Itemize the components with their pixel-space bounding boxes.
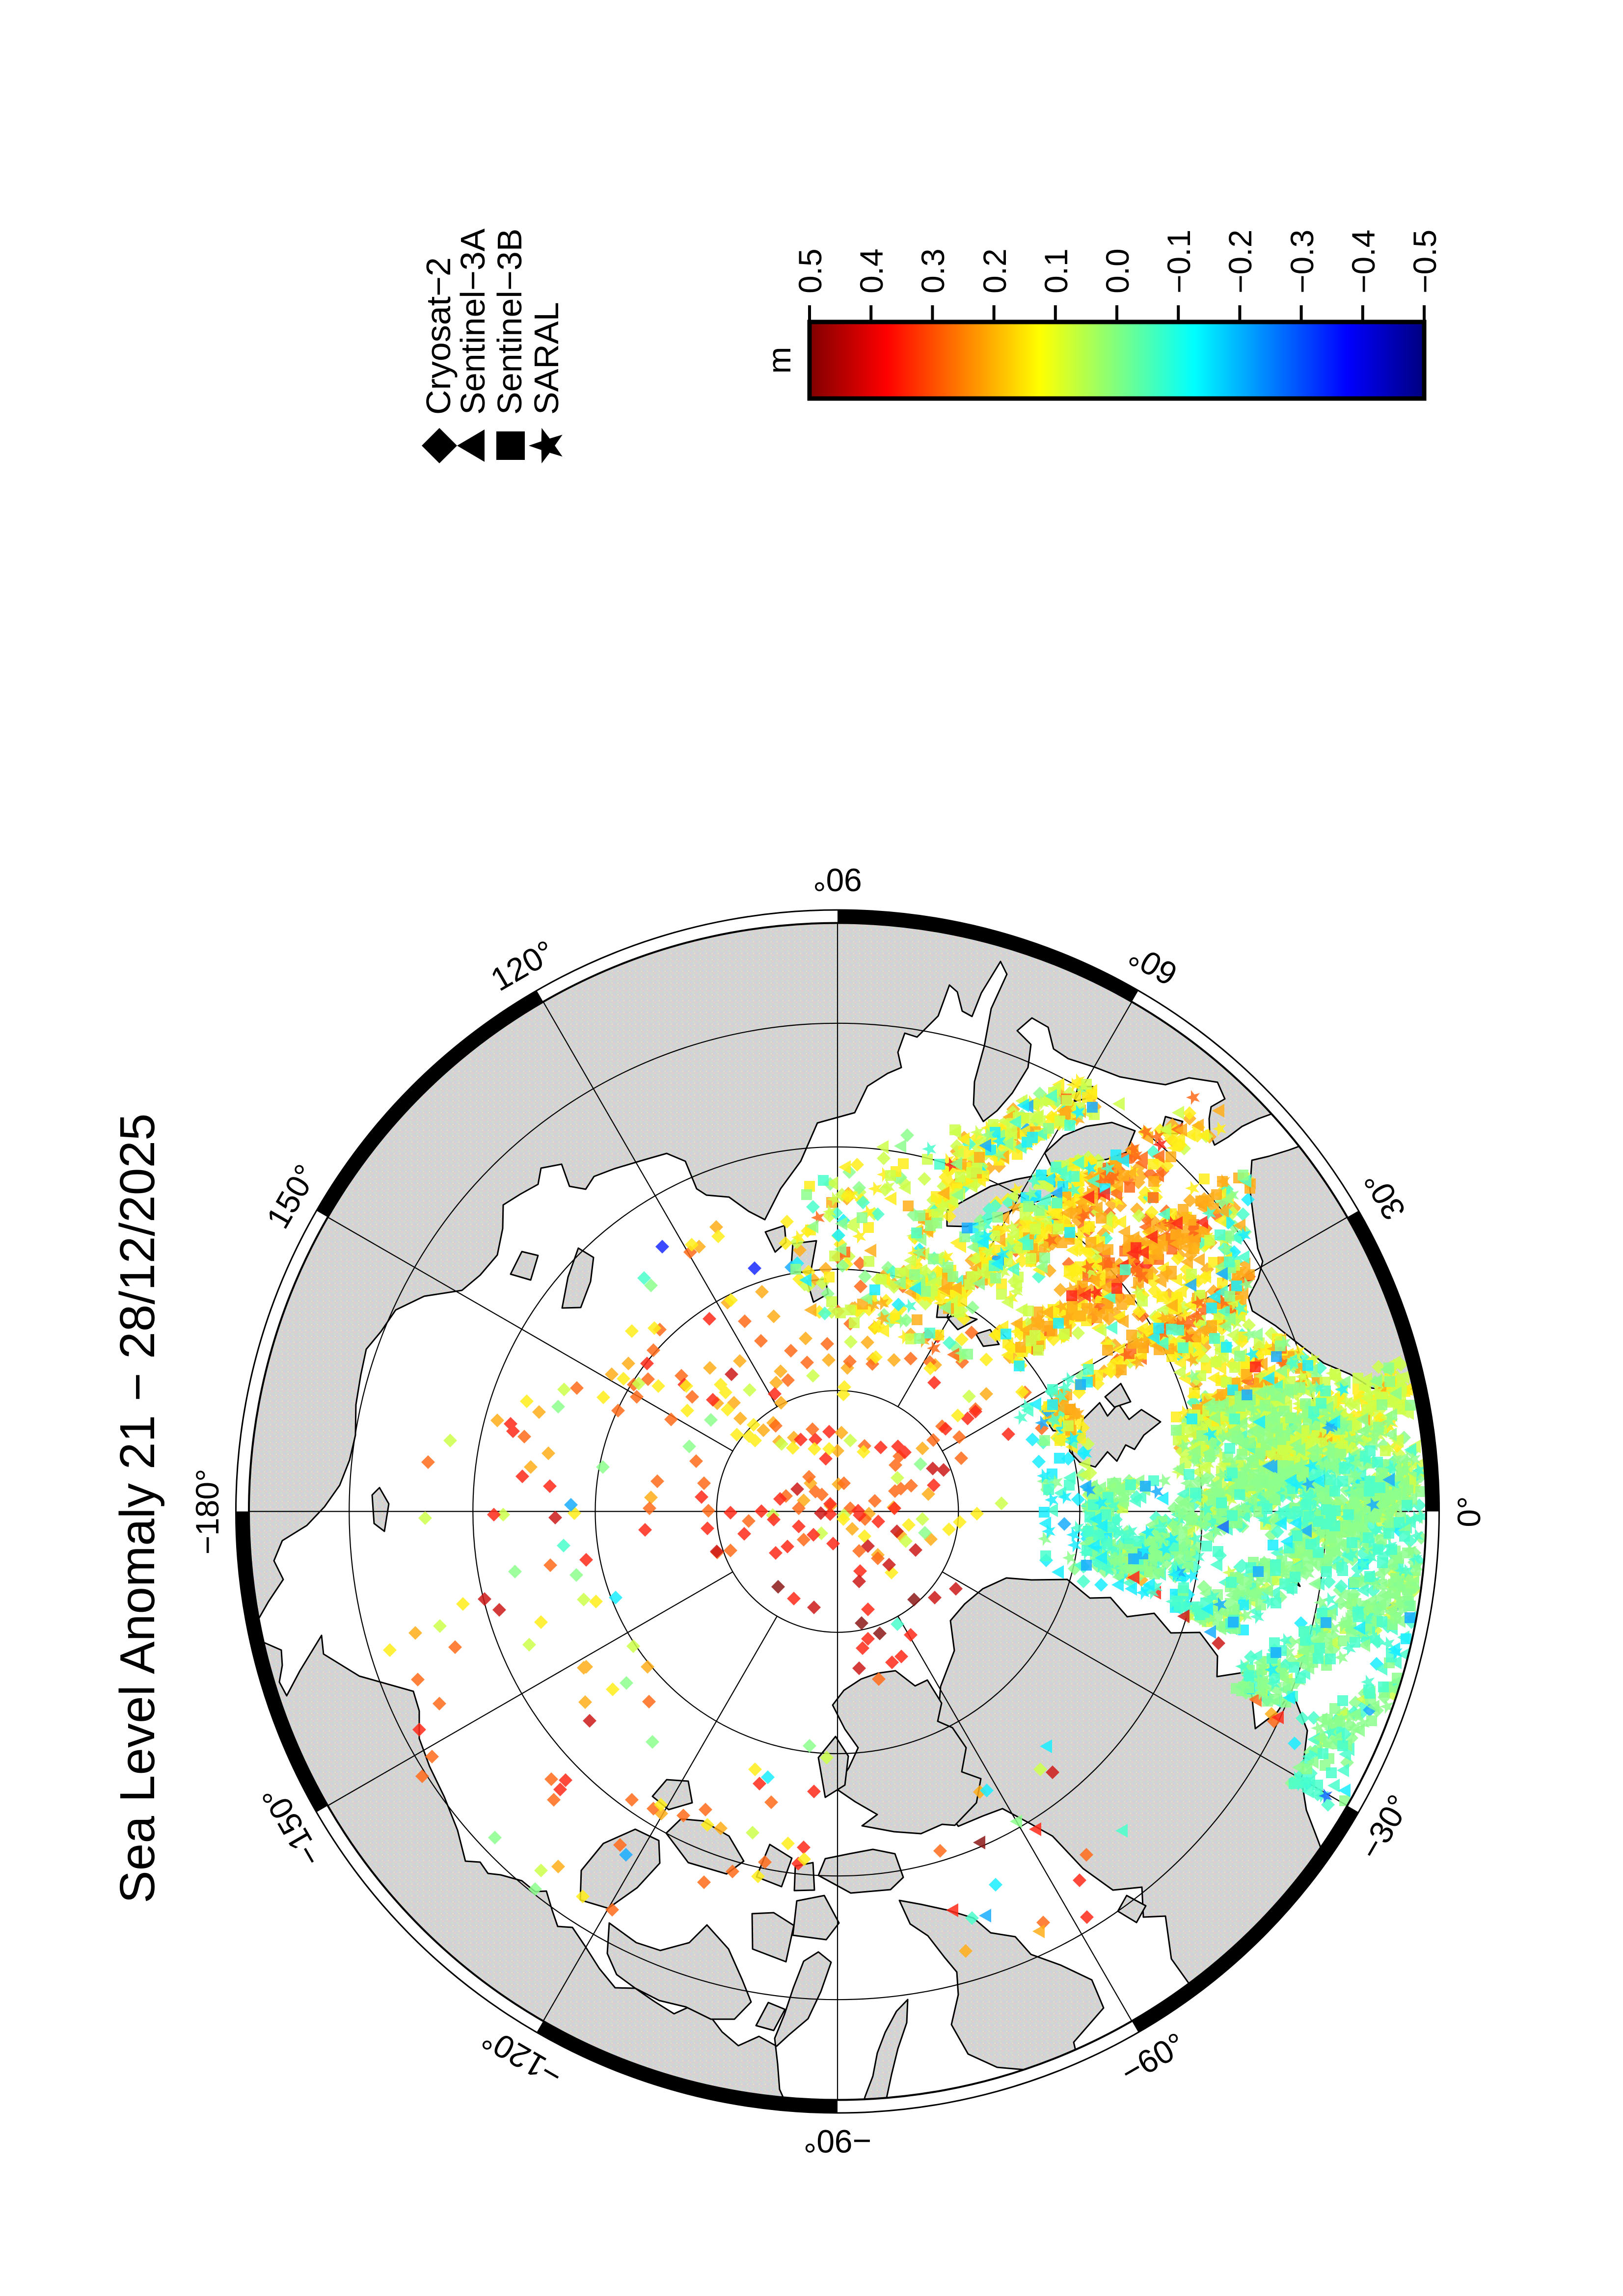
svg-text:Sea Level Anomaly 21 − 28/12/2: Sea Level Anomaly 21 − 28/12/2025	[110, 1113, 165, 1903]
svg-text:0.5: 0.5	[792, 248, 828, 294]
svg-text:−0.4: −0.4	[1345, 230, 1381, 294]
svg-text:−90°: −90°	[804, 2123, 871, 2160]
svg-text:Cryosat−2: Cryosat−2	[419, 257, 458, 415]
svg-text:0.2: 0.2	[976, 248, 1013, 294]
svg-text:90°: 90°	[813, 862, 862, 898]
svg-text:Sentinel−3A: Sentinel−3A	[454, 228, 492, 415]
svg-text:Sentinel−3B: Sentinel−3B	[490, 229, 529, 415]
svg-text:0.0: 0.0	[1099, 248, 1136, 294]
svg-text:m: m	[761, 347, 797, 374]
svg-text:0.3: 0.3	[915, 248, 951, 294]
svg-text:0°: 0°	[1451, 1496, 1487, 1527]
svg-text:−0.2: −0.2	[1222, 230, 1258, 294]
svg-text:−0.1: −0.1	[1161, 230, 1197, 294]
svg-text:0.4: 0.4	[853, 248, 890, 294]
svg-text:−180°: −180°	[189, 1468, 225, 1554]
svg-text:0.1: 0.1	[1038, 248, 1074, 294]
svg-text:SARAL: SARAL	[527, 302, 566, 415]
svg-text:−0.5: −0.5	[1407, 230, 1443, 294]
svg-text:−0.3: −0.3	[1284, 230, 1320, 294]
